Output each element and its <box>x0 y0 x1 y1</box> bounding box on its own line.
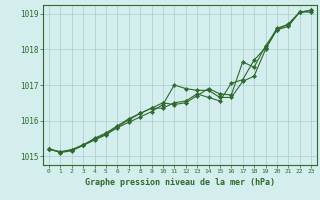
X-axis label: Graphe pression niveau de la mer (hPa): Graphe pression niveau de la mer (hPa) <box>85 178 275 187</box>
